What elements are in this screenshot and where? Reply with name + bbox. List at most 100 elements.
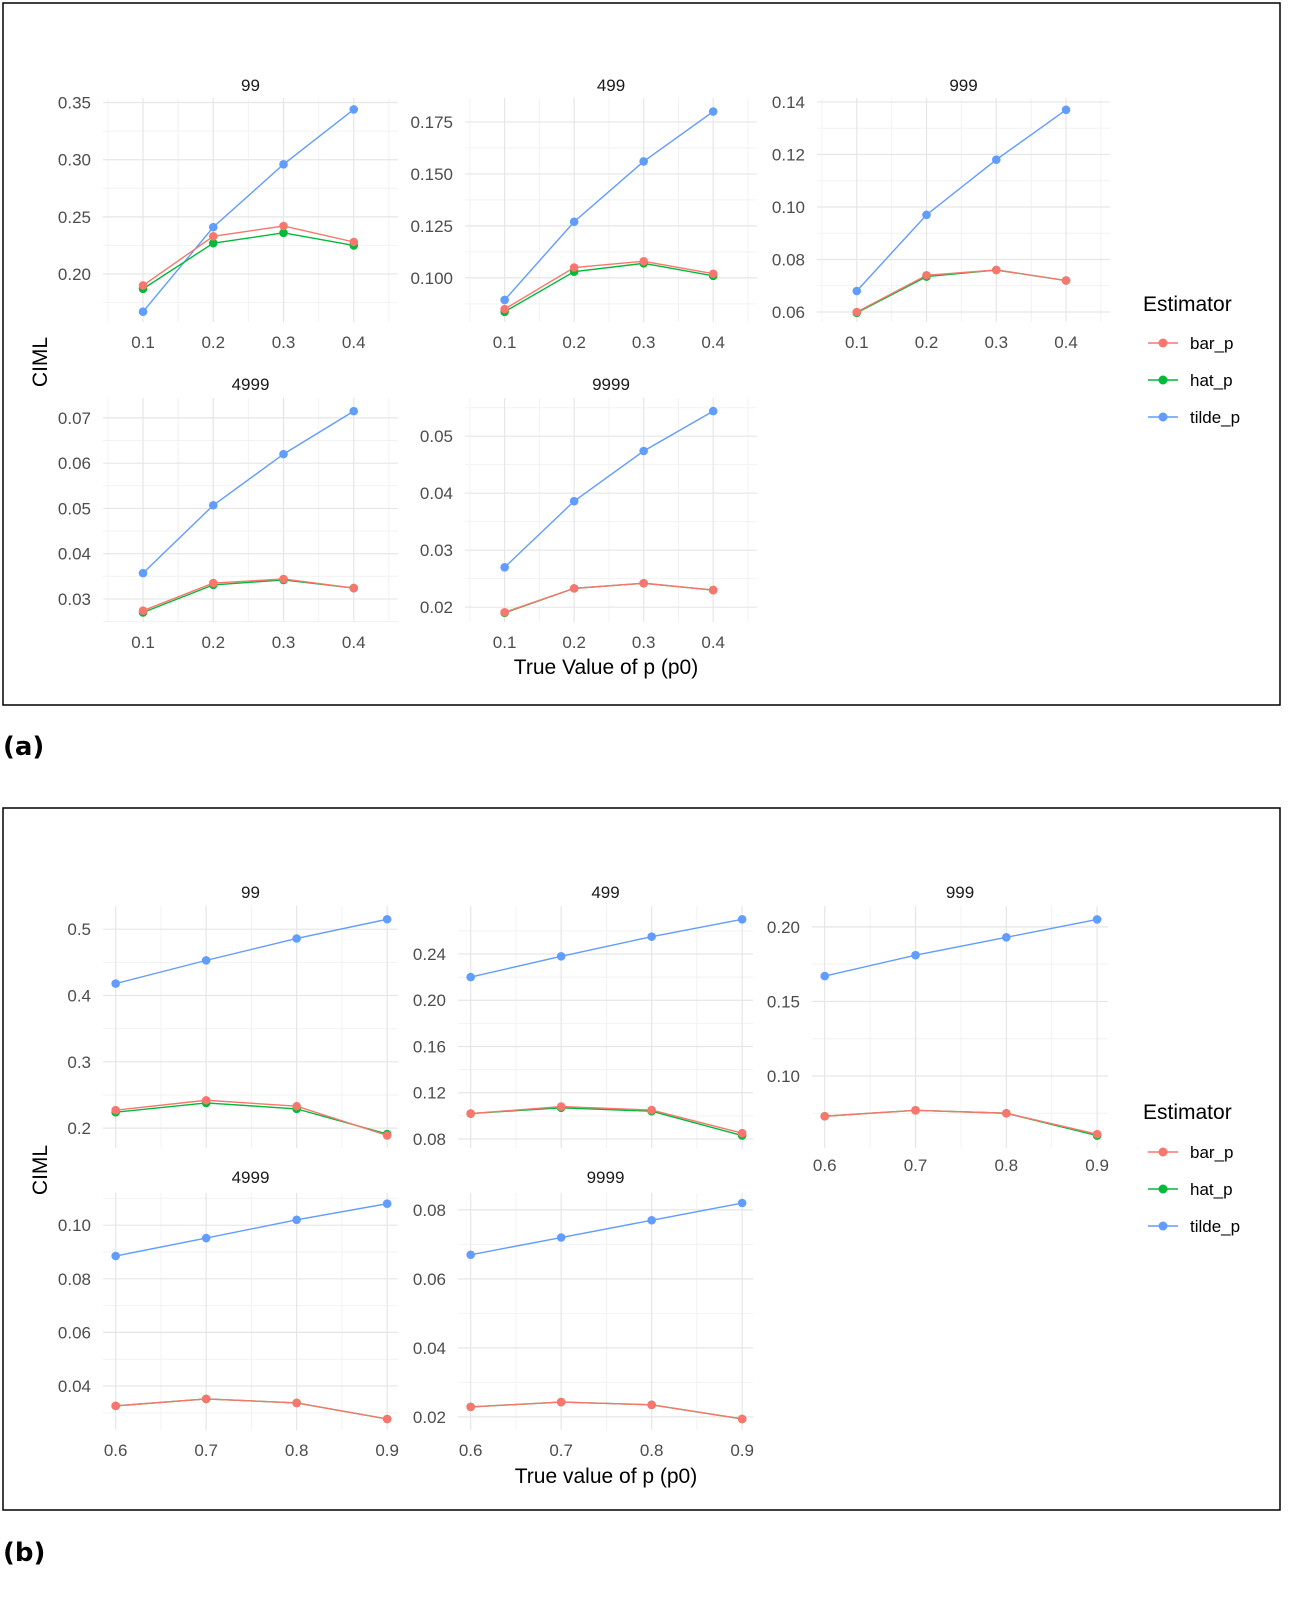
- data-point-bar-p: [737, 1414, 747, 1424]
- y-axis-title: CIML: [29, 337, 52, 387]
- legend-key-point: [1158, 375, 1168, 385]
- data-point-bar-p: [922, 270, 931, 280]
- y-tick-label: 0.02: [420, 598, 453, 617]
- panel-title: 99: [241, 76, 260, 95]
- y-tick-label: 0.175: [410, 113, 453, 132]
- y-tick-label: 0.08: [413, 1201, 446, 1220]
- y-tick-label: 0.15: [767, 992, 800, 1011]
- y-tick-label: 0.04: [420, 484, 453, 503]
- panel-title: 4999: [232, 1168, 270, 1187]
- y-tick-label: 0.07: [58, 409, 91, 428]
- data-point-bar-p: [349, 583, 359, 593]
- y-tick-label: 0.05: [58, 499, 91, 518]
- data-point-tilde-p: [111, 979, 120, 988]
- data-point-tilde-p: [647, 1215, 656, 1225]
- y-tick-label: 0.12: [772, 145, 805, 164]
- data-point-tilde-p: [1002, 933, 1011, 942]
- data-point-hat-p: [279, 228, 288, 238]
- series-line-tilde-p: [142, 108, 355, 313]
- series-line-bar-p: [142, 578, 354, 612]
- data-point-tilde-p: [569, 496, 579, 506]
- legend: Estimator bar_p hat_p tilde_p: [1143, 1101, 1240, 1236]
- series-line-bar-p: [470, 1401, 743, 1420]
- data-point-bar-p: [569, 263, 579, 272]
- y-tick-label: 0.06: [413, 1270, 446, 1289]
- x-tick-label: 0.2: [201, 333, 225, 352]
- x-tick-label: 0.3: [632, 633, 656, 652]
- data-point-tilde-p: [708, 107, 718, 116]
- data-point-bar-p: [279, 574, 288, 584]
- data-point-tilde-p: [279, 159, 288, 169]
- legend-label-hat-p: hat_p: [1190, 371, 1233, 390]
- y-tick-label: 0.04: [58, 1377, 91, 1396]
- legend-label-hat-p: hat_p: [1190, 1180, 1233, 1199]
- panel-999: 999 0.6 0.7 0.8 0.9 0.10 0.15 0.20: [767, 883, 1109, 1175]
- y-tick-label: 0.08: [413, 1130, 446, 1149]
- y-tick-label: 0.03: [58, 590, 91, 609]
- figure-b: (b) True value of p (p0) CIML Estimator bar_…: [2, 807, 1281, 1568]
- series-line-tilde-p: [142, 410, 355, 574]
- x-tick-label: 0.3: [632, 333, 656, 352]
- y-tick-label: 0.2: [67, 1119, 91, 1138]
- data-point-tilde-p: [382, 1199, 392, 1209]
- x-tick-label: 0.8: [640, 1441, 664, 1460]
- y-tick-label: 0.4: [67, 987, 91, 1006]
- data-point-bar-p: [647, 1400, 656, 1410]
- data-point-tilde-p: [820, 971, 830, 981]
- y-tick-label: 0.10: [772, 198, 805, 217]
- x-tick-label: 0.9: [375, 1441, 399, 1460]
- data-point-tilde-p: [201, 956, 211, 965]
- data-point-bar-p: [138, 606, 148, 615]
- series-line-tilde-p: [856, 109, 1067, 292]
- y-tick-label: 0.5: [67, 920, 91, 939]
- x-tick-label: 0.9: [730, 1441, 754, 1460]
- data-point-bar-p: [111, 1105, 120, 1115]
- y-tick-label: 0.12: [413, 1084, 446, 1103]
- data-point-bar-p: [820, 1111, 830, 1121]
- data-point-bar-p: [466, 1402, 475, 1412]
- data-point-tilde-p: [208, 222, 218, 232]
- data-point-bar-p: [201, 1394, 211, 1404]
- figure-label: (b): [3, 1538, 45, 1568]
- x-tick-label: 0.1: [845, 333, 869, 352]
- data-point-bar-p: [737, 1128, 747, 1138]
- data-point-tilde-p: [639, 157, 648, 166]
- data-point-bar-p: [382, 1414, 392, 1424]
- x-tick-label: 0.2: [562, 633, 586, 652]
- panel-title: 999: [949, 76, 977, 95]
- data-point-tilde-p: [138, 568, 148, 578]
- y-tick-label: 0.150: [410, 165, 453, 184]
- data-point-bar-p: [201, 1095, 211, 1105]
- panel-title: 9999: [587, 1168, 625, 1187]
- y-tick-label: 0.100: [410, 269, 453, 288]
- panel-title: 499: [591, 883, 619, 902]
- data-point-tilde-p: [466, 972, 475, 982]
- y-tick-label: 0.02: [413, 1408, 446, 1427]
- data-point-tilde-p: [1061, 105, 1071, 115]
- data-point-bar-p: [500, 304, 509, 314]
- y-tick-label: 0.20: [767, 918, 800, 937]
- data-point-tilde-p: [922, 210, 931, 220]
- data-point-bar-p: [208, 578, 218, 588]
- y-tick-label: 0.08: [58, 1270, 91, 1289]
- y-tick-label: 0.125: [410, 217, 453, 236]
- legend-key-point: [1158, 1184, 1168, 1194]
- figure-border: [2, 807, 1281, 1511]
- series-line-tilde-p: [824, 918, 1098, 977]
- data-point-tilde-p: [991, 155, 1001, 165]
- x-tick-label: 0.1: [131, 633, 155, 652]
- data-point-bar-p: [647, 1105, 656, 1115]
- series-line-tilde-p: [470, 918, 743, 978]
- data-point-tilde-p: [138, 307, 148, 317]
- data-point-bar-p: [279, 221, 288, 231]
- data-point-tilde-p: [647, 932, 656, 941]
- x-tick-label: 0.8: [994, 1156, 1018, 1175]
- series-line-bar-p: [142, 225, 354, 287]
- panel-title: 9999: [592, 375, 630, 394]
- data-point-bar-p: [556, 1397, 566, 1407]
- series-line-hat-p: [504, 262, 714, 313]
- data-point-tilde-p: [292, 934, 301, 943]
- panel-99: 99 0.1 0.2 0.3 0.4 0.20 0.25 0.30 0.35: [58, 76, 398, 352]
- panel-499: 499 0.1 0.2 0.3 0.4 0.100 0.125 0.150 0.175: [410, 76, 757, 352]
